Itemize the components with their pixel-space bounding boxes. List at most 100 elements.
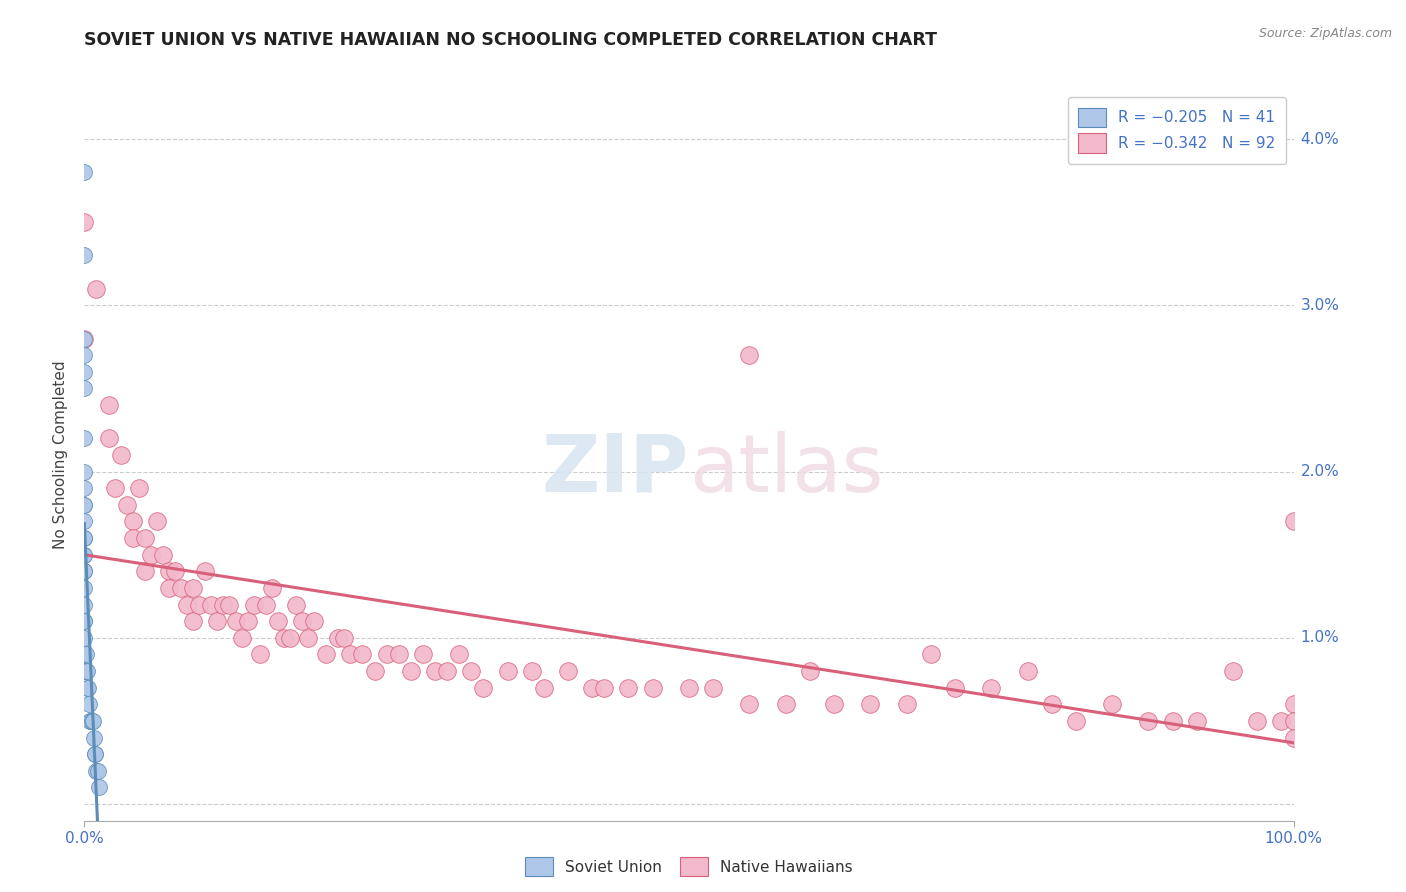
Point [77,698,100,712]
Point [1161,714,1184,728]
Point [152,548,174,562]
Point [157,581,180,595]
Point [1246,714,1268,728]
Point [73,165,96,179]
Point [333,631,356,645]
Text: 1.0%: 1.0% [1301,631,1340,645]
Point [73,614,96,628]
Point [1064,714,1087,728]
Point [134,564,156,578]
Point [86,764,108,778]
Point [1222,664,1244,678]
Point [1017,664,1039,678]
Point [328,631,350,645]
Point [188,598,211,612]
Point [73,348,96,362]
Point [73,648,96,662]
Point [702,681,724,695]
Text: ZIP: ZIP [541,431,689,508]
Point [163,564,186,578]
Point [284,598,308,612]
Point [97,398,120,412]
Text: 4.0%: 4.0% [1301,132,1340,146]
Point [278,631,301,645]
Point [236,614,259,628]
Point [73,248,96,262]
Point [73,498,96,512]
Point [73,564,96,578]
Point [1185,714,1208,728]
Point [87,780,110,795]
Point [86,764,108,778]
Point [157,564,180,578]
Point [181,581,204,595]
Point [218,598,240,612]
Point [104,481,127,495]
Point [170,581,193,595]
Point [181,614,204,628]
Point [775,698,797,712]
Point [472,681,495,695]
Point [73,215,96,229]
Point [1282,698,1305,712]
Point [533,681,555,695]
Point [84,747,107,761]
Point [823,698,845,712]
Point [449,648,471,662]
Point [75,648,97,662]
Point [73,481,96,495]
Point [73,381,96,395]
Point [460,664,482,678]
Point [128,481,150,495]
Point [1282,714,1305,728]
Point [207,614,229,628]
Point [134,531,156,545]
Point [412,648,434,662]
Point [520,664,543,678]
Point [212,598,235,612]
Point [75,664,97,678]
Legend: Soviet Union, Native Hawaiians: Soviet Union, Native Hawaiians [519,851,859,882]
Point [73,332,96,346]
Text: 2.0%: 2.0% [1301,464,1340,479]
Point [943,681,966,695]
Text: 3.0%: 3.0% [1301,298,1340,313]
Point [254,598,277,612]
Point [194,564,217,578]
Point [73,498,96,512]
Point [1101,698,1123,712]
Point [73,548,96,562]
Point [73,531,96,545]
Point [399,664,422,678]
Point [121,531,143,545]
Point [73,365,96,379]
Point [73,664,96,678]
Point [617,681,640,695]
Point [581,681,603,695]
Point [291,614,314,628]
Point [302,614,325,628]
Point [77,681,100,695]
Point [73,515,96,529]
Point [73,531,96,545]
Point [297,631,319,645]
Point [315,648,337,662]
Point [1040,698,1063,712]
Point [73,431,96,445]
Point [920,648,942,662]
Point [76,681,98,695]
Point [339,648,361,662]
Point [641,681,664,695]
Point [1282,731,1305,745]
Point [896,698,918,712]
Point [86,282,108,296]
Point [436,664,458,678]
Text: Source: ZipAtlas.com: Source: ZipAtlas.com [1258,27,1392,40]
Point [375,648,398,662]
Point [496,664,519,678]
Point [1282,515,1305,529]
Text: SOVIET UNION VS NATIVE HAWAIIAN NO SCHOOLING COMPLETED CORRELATION CHART: SOVIET UNION VS NATIVE HAWAIIAN NO SCHOO… [84,31,938,49]
Point [73,548,96,562]
Point [738,698,761,712]
Point [121,515,143,529]
